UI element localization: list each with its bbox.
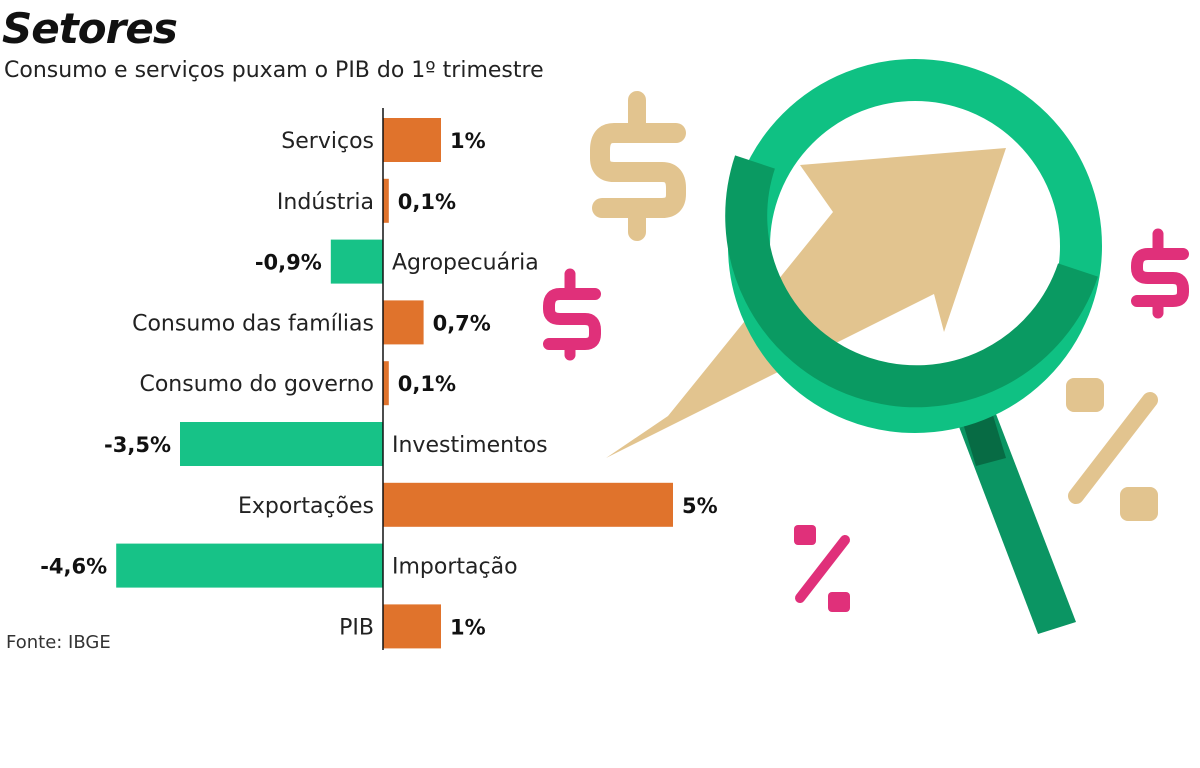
page-title: Setores bbox=[2, 4, 178, 53]
category-label: Importação bbox=[392, 555, 518, 580]
trend-arrow-icon bbox=[606, 148, 1006, 458]
category-label: Agropecuária bbox=[392, 251, 539, 276]
source-note: Fonte: IBGE bbox=[6, 632, 111, 653]
illustration bbox=[543, 59, 1189, 634]
dollar-sign-icon bbox=[1131, 228, 1189, 319]
category-label: Consumo das famílias bbox=[132, 311, 374, 336]
percent-sign-icon bbox=[794, 525, 850, 612]
value-label: 1% bbox=[450, 615, 486, 639]
bar-2 bbox=[330, 239, 383, 284]
dollar-sign-icon bbox=[590, 123, 686, 218]
value-label: 5% bbox=[682, 494, 718, 518]
bar-3 bbox=[383, 300, 424, 345]
page-subtitle: Consumo e serviços puxam o PIB do 1º tri… bbox=[4, 58, 544, 83]
bars: Serviços 1% Indústria 0,1% Agropecuária -0,9%… bbox=[40, 118, 718, 649]
dollar-sign-icon bbox=[590, 91, 686, 241]
percent-sign-icon bbox=[1066, 378, 1158, 521]
bar-1 bbox=[383, 178, 389, 223]
bar-0 bbox=[383, 118, 441, 162]
value-label: 0,1% bbox=[398, 372, 456, 396]
category-label: Consumo do governo bbox=[139, 372, 374, 397]
magnifying-glass-icon bbox=[606, 59, 1102, 634]
bar-7 bbox=[116, 543, 383, 588]
category-label: Indústria bbox=[277, 190, 374, 215]
category-label: PIB bbox=[339, 615, 374, 640]
bar-5 bbox=[180, 422, 383, 466]
value-label: -3,5% bbox=[104, 433, 171, 457]
bar-8 bbox=[383, 604, 441, 649]
value-label: -0,9% bbox=[255, 251, 322, 275]
value-label: -4,6% bbox=[40, 555, 107, 579]
value-label: 1% bbox=[450, 129, 486, 153]
category-label: Serviços bbox=[281, 129, 374, 154]
value-label: 0,1% bbox=[398, 190, 456, 214]
dollar-sign-icon bbox=[543, 268, 601, 361]
category-label: Investimentos bbox=[392, 433, 548, 458]
category-label: Exportações bbox=[238, 494, 374, 519]
bar-4 bbox=[383, 361, 389, 406]
value-label: 0,7% bbox=[433, 311, 491, 335]
bar-6 bbox=[383, 482, 673, 527]
